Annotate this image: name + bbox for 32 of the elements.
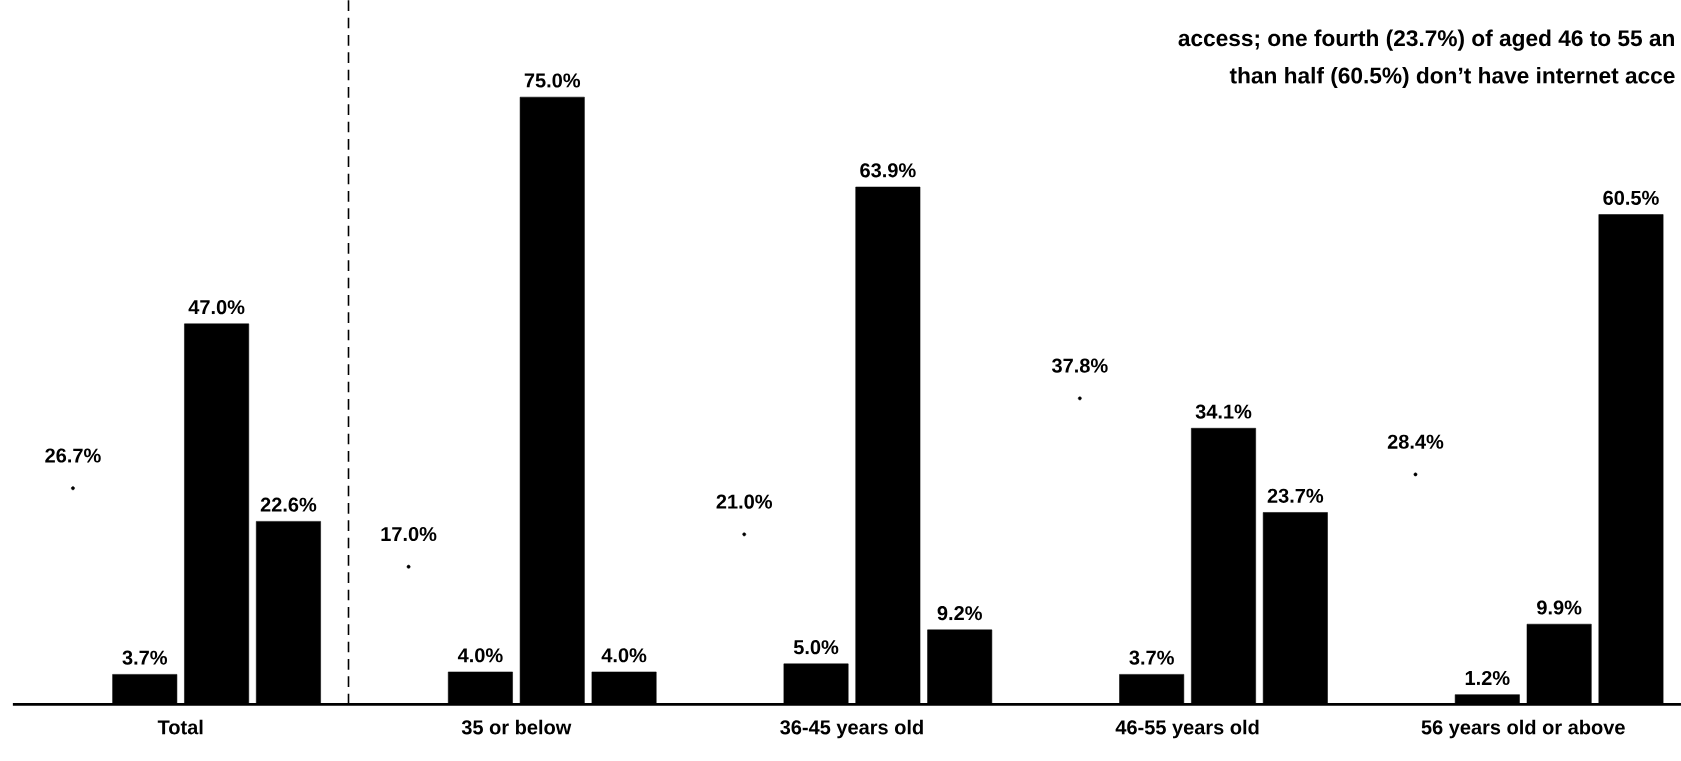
point [1413,472,1418,477]
point [406,564,411,569]
data-label: 63.9% [860,163,916,178]
point [71,486,75,491]
data-label: 9.9% [1537,600,1582,615]
data-label: 3.7% [1129,650,1174,665]
annotation: access; one fourth (23.7%) of aged 46 to 55 an [1178,29,1674,51]
data-label: 4.0% [601,648,647,663]
data-label: 23.7% [1267,488,1324,503]
data-label: 60.5% [1603,190,1659,205]
point [1077,396,1082,401]
data-label: 26.7% [45,448,101,463]
annotation: than half (60.5%) don’t have internet acce [1229,66,1675,89]
data-label: 5.0% [793,640,839,655]
data-label: 37.8% [1051,358,1108,373]
data-label: 28.4% [1387,434,1444,449]
x-tick-label: 36-45 years old [780,719,923,739]
data-label: 4.0% [457,648,503,663]
data-label: 75.0% [524,73,581,88]
data-label: 3.7% [122,650,168,665]
data-label: 34.1% [1195,404,1252,419]
x-tick-label: 46-55 years old [1115,719,1259,739]
x-tick-label: 56 years old or above [1421,719,1625,739]
data-label: 9.2% [937,606,982,621]
point [742,532,747,537]
x-tick-label: Total [157,719,203,735]
x-tick-label: 35 or below [461,719,572,735]
data-label: 22.6% [260,497,317,512]
data-label: 17.0% [381,526,437,542]
data-label: 47.0% [188,300,245,315]
data-label: 1.2% [1465,670,1510,686]
data-label: 21.0% [716,494,773,509]
